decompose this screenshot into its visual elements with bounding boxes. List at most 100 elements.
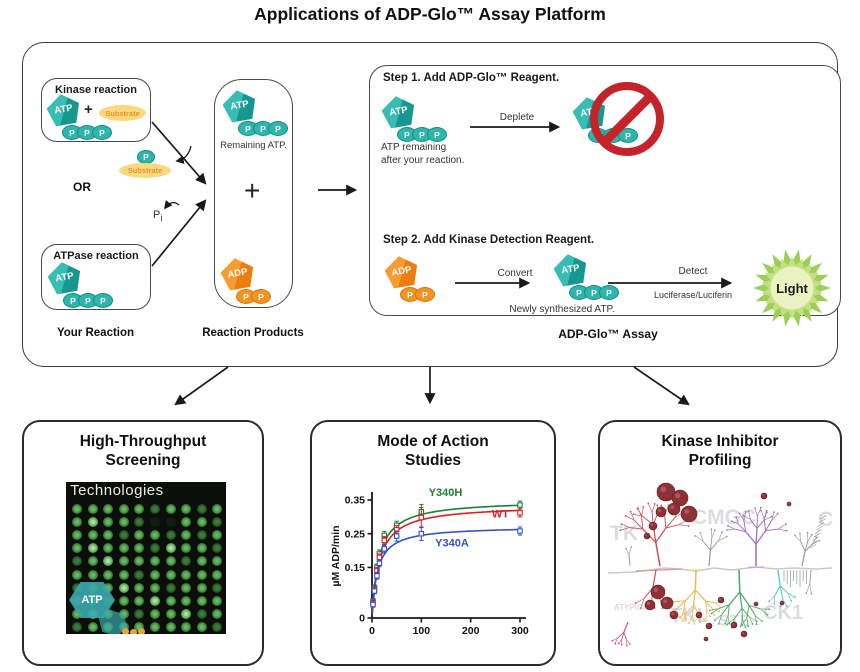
released-phosphate-chip: P <box>137 150 155 164</box>
plate-well <box>118 595 129 606</box>
reaction-products-label: Reaction Products <box>202 327 304 339</box>
plate-well <box>196 621 207 632</box>
plate-well <box>72 517 82 528</box>
page-title: Applications of ADP-Glo™ Assay Platform <box>254 4 606 24</box>
card2-title-line1: Mode of Action <box>377 433 489 450</box>
plate-well <box>196 582 207 593</box>
svg-text:Y340H: Y340H <box>429 487 463 499</box>
plate-well <box>212 608 223 619</box>
atp-pentagon: ATP <box>221 87 259 123</box>
atpase-reaction-title: ATPase reaction <box>53 250 139 262</box>
plate-well <box>87 543 98 554</box>
plate-well <box>150 530 160 541</box>
phosphate-chip: P <box>93 293 113 308</box>
svg-text:WT: WT <box>492 509 509 521</box>
plate-well <box>72 608 82 619</box>
plate-well <box>165 543 176 554</box>
plate-well <box>196 595 207 606</box>
adp-molecule: ADP P P <box>385 256 451 302</box>
watermark-text: t Technologies <box>66 482 164 499</box>
svg-text:0.15: 0.15 <box>345 562 366 574</box>
plate-well <box>165 504 176 514</box>
plate-well <box>87 530 98 541</box>
plate-well <box>150 504 160 514</box>
phosphate-chip: P <box>415 287 435 302</box>
plate-well <box>150 582 160 593</box>
plate-well <box>212 621 223 632</box>
light-burst-icon: Light <box>752 248 832 328</box>
plate-well <box>87 621 98 632</box>
plate-well <box>134 517 145 528</box>
plate-well <box>196 556 207 567</box>
reaction-products-box: ATP P P P Remaining ATP. + ADP P P <box>214 79 293 308</box>
light-label: Light <box>776 280 808 296</box>
svg-text:0.35: 0.35 <box>345 495 366 507</box>
phosphate-chip: P <box>599 285 619 300</box>
plate-well <box>118 517 129 528</box>
plate-well <box>103 582 114 593</box>
plate-well <box>72 621 82 632</box>
svg-text:100: 100 <box>413 625 431 637</box>
plate-well <box>118 530 129 541</box>
plate-well <box>212 517 223 528</box>
orange-dot <box>138 628 145 634</box>
convert-label: Convert <box>497 268 533 279</box>
plate-well <box>87 569 98 580</box>
plate-well <box>181 595 192 606</box>
plate-well <box>196 504 207 514</box>
plate-well <box>165 530 176 541</box>
plate-well <box>196 517 207 528</box>
plate-well <box>72 569 82 580</box>
plate-well <box>181 582 192 593</box>
plate-well <box>212 504 223 514</box>
atp-molecule: ATP P P P <box>554 254 620 300</box>
plate-well <box>165 595 176 606</box>
orange-dot <box>122 628 129 634</box>
svg-text:200: 200 <box>462 625 480 637</box>
atp-molecule: ATP P P P <box>48 262 114 308</box>
svg-text:µM ADP/min: µM ADP/min <box>330 525 342 586</box>
plate-well <box>212 543 223 554</box>
plate-well <box>150 517 160 528</box>
phosphate-chip: P <box>251 289 271 304</box>
plate-well <box>181 621 192 632</box>
atp-pentagon: ATP <box>45 91 83 127</box>
kinase-reaction-title: Kinase reaction <box>55 84 137 96</box>
products-plus-sign: + <box>244 175 261 206</box>
plate-well <box>103 556 114 567</box>
atpase-reaction-box: ATPase reaction ATP P P P <box>41 244 151 310</box>
card1-title-line1: High-Throughput <box>79 433 207 450</box>
plate-well <box>103 543 114 554</box>
plate-well <box>181 569 192 580</box>
plate-well <box>103 530 114 541</box>
atp-molecule: ATP P P P <box>382 96 448 142</box>
card3-title: Kinase Inhibitor Profiling <box>600 432 840 470</box>
plate-well <box>150 621 160 632</box>
plate-well <box>212 556 223 567</box>
svg-text:CMGC: CMGC <box>692 506 756 529</box>
plate-well <box>150 608 160 619</box>
adp-molecule: ADP P P <box>221 258 287 304</box>
substrate-pill: Substrate <box>99 105 146 121</box>
phosphate-chip: P <box>427 127 447 142</box>
plate-well <box>118 582 129 593</box>
kinase-reaction-box: Kinase reaction ATP P P P + Substrate <box>41 78 151 142</box>
plate-well <box>165 569 176 580</box>
card-high-throughput-screening: High-Throughput Screening t Technologies… <box>22 420 264 666</box>
svg-text:ATYPICAL: ATYPICAL <box>614 603 654 612</box>
plate-well <box>165 621 176 632</box>
plate-well <box>150 569 160 580</box>
or-label: OR <box>73 180 91 194</box>
atp-pentagon: ATP <box>380 93 418 129</box>
plate-well <box>165 556 176 567</box>
plate-well <box>103 569 114 580</box>
pi-label: Pi <box>153 209 162 223</box>
plate-well <box>181 556 192 567</box>
card-mode-of-action: Mode of Action Studies 0 0.15 0.25 0.35 0 100… <box>310 420 556 666</box>
plate-well <box>134 543 145 554</box>
plus-sign: + <box>84 101 93 118</box>
plate-well <box>134 556 145 567</box>
plate-well <box>134 530 145 541</box>
plate-well <box>165 517 176 528</box>
plate-well <box>181 504 192 514</box>
